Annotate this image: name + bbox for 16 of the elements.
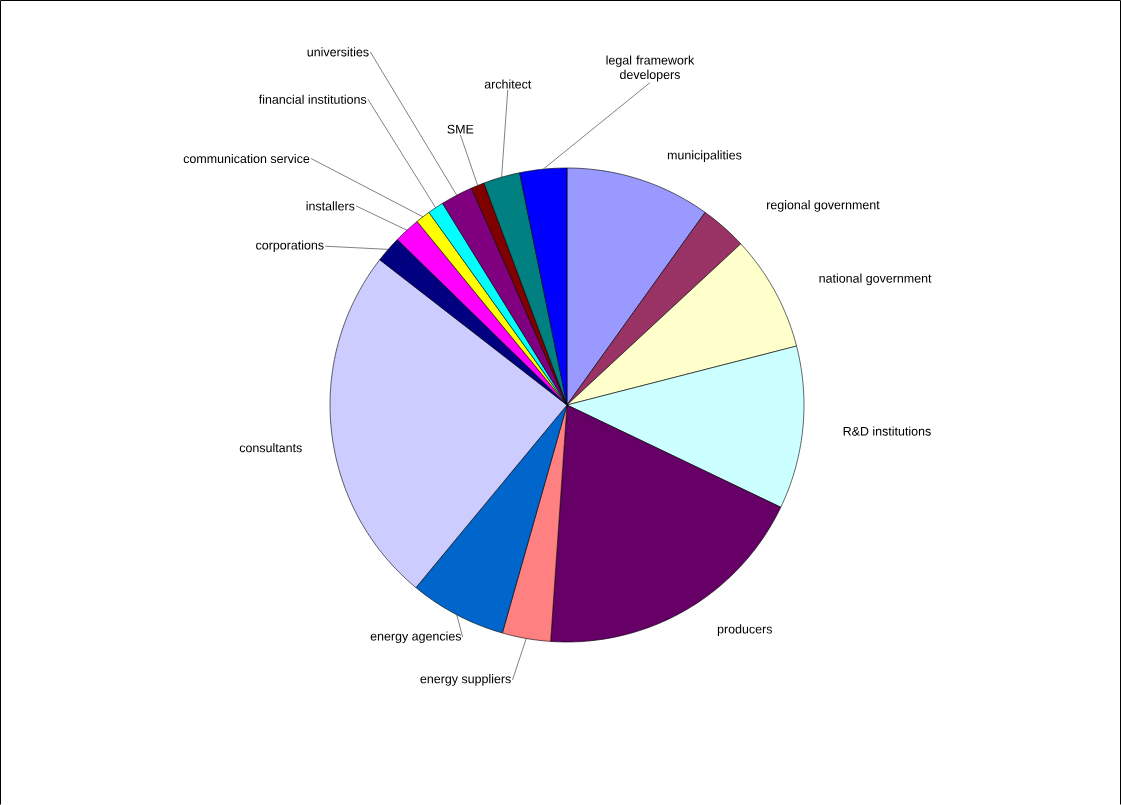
slice-label: universities bbox=[307, 47, 369, 57]
slice-label: communication service bbox=[183, 153, 310, 164]
slice-label: municipalities bbox=[667, 150, 742, 162]
slice-label: installers bbox=[306, 201, 355, 211]
slice-label: energy suppliers bbox=[420, 674, 511, 686]
slice-label: legal framework developers bbox=[606, 55, 695, 82]
slice-label: producers bbox=[717, 624, 772, 636]
slice-label: national government bbox=[819, 273, 932, 286]
slice-label: consultants bbox=[239, 443, 302, 453]
slice-label: regional government bbox=[767, 200, 880, 212]
slice-label: SME bbox=[447, 124, 474, 134]
slice-label: corporations bbox=[256, 240, 324, 252]
slice-label: R&D institutions bbox=[843, 426, 931, 436]
slice-label: financial institutions bbox=[258, 94, 367, 104]
slice-label: energy agencies bbox=[370, 631, 462, 644]
slice-label: architect bbox=[484, 79, 532, 89]
